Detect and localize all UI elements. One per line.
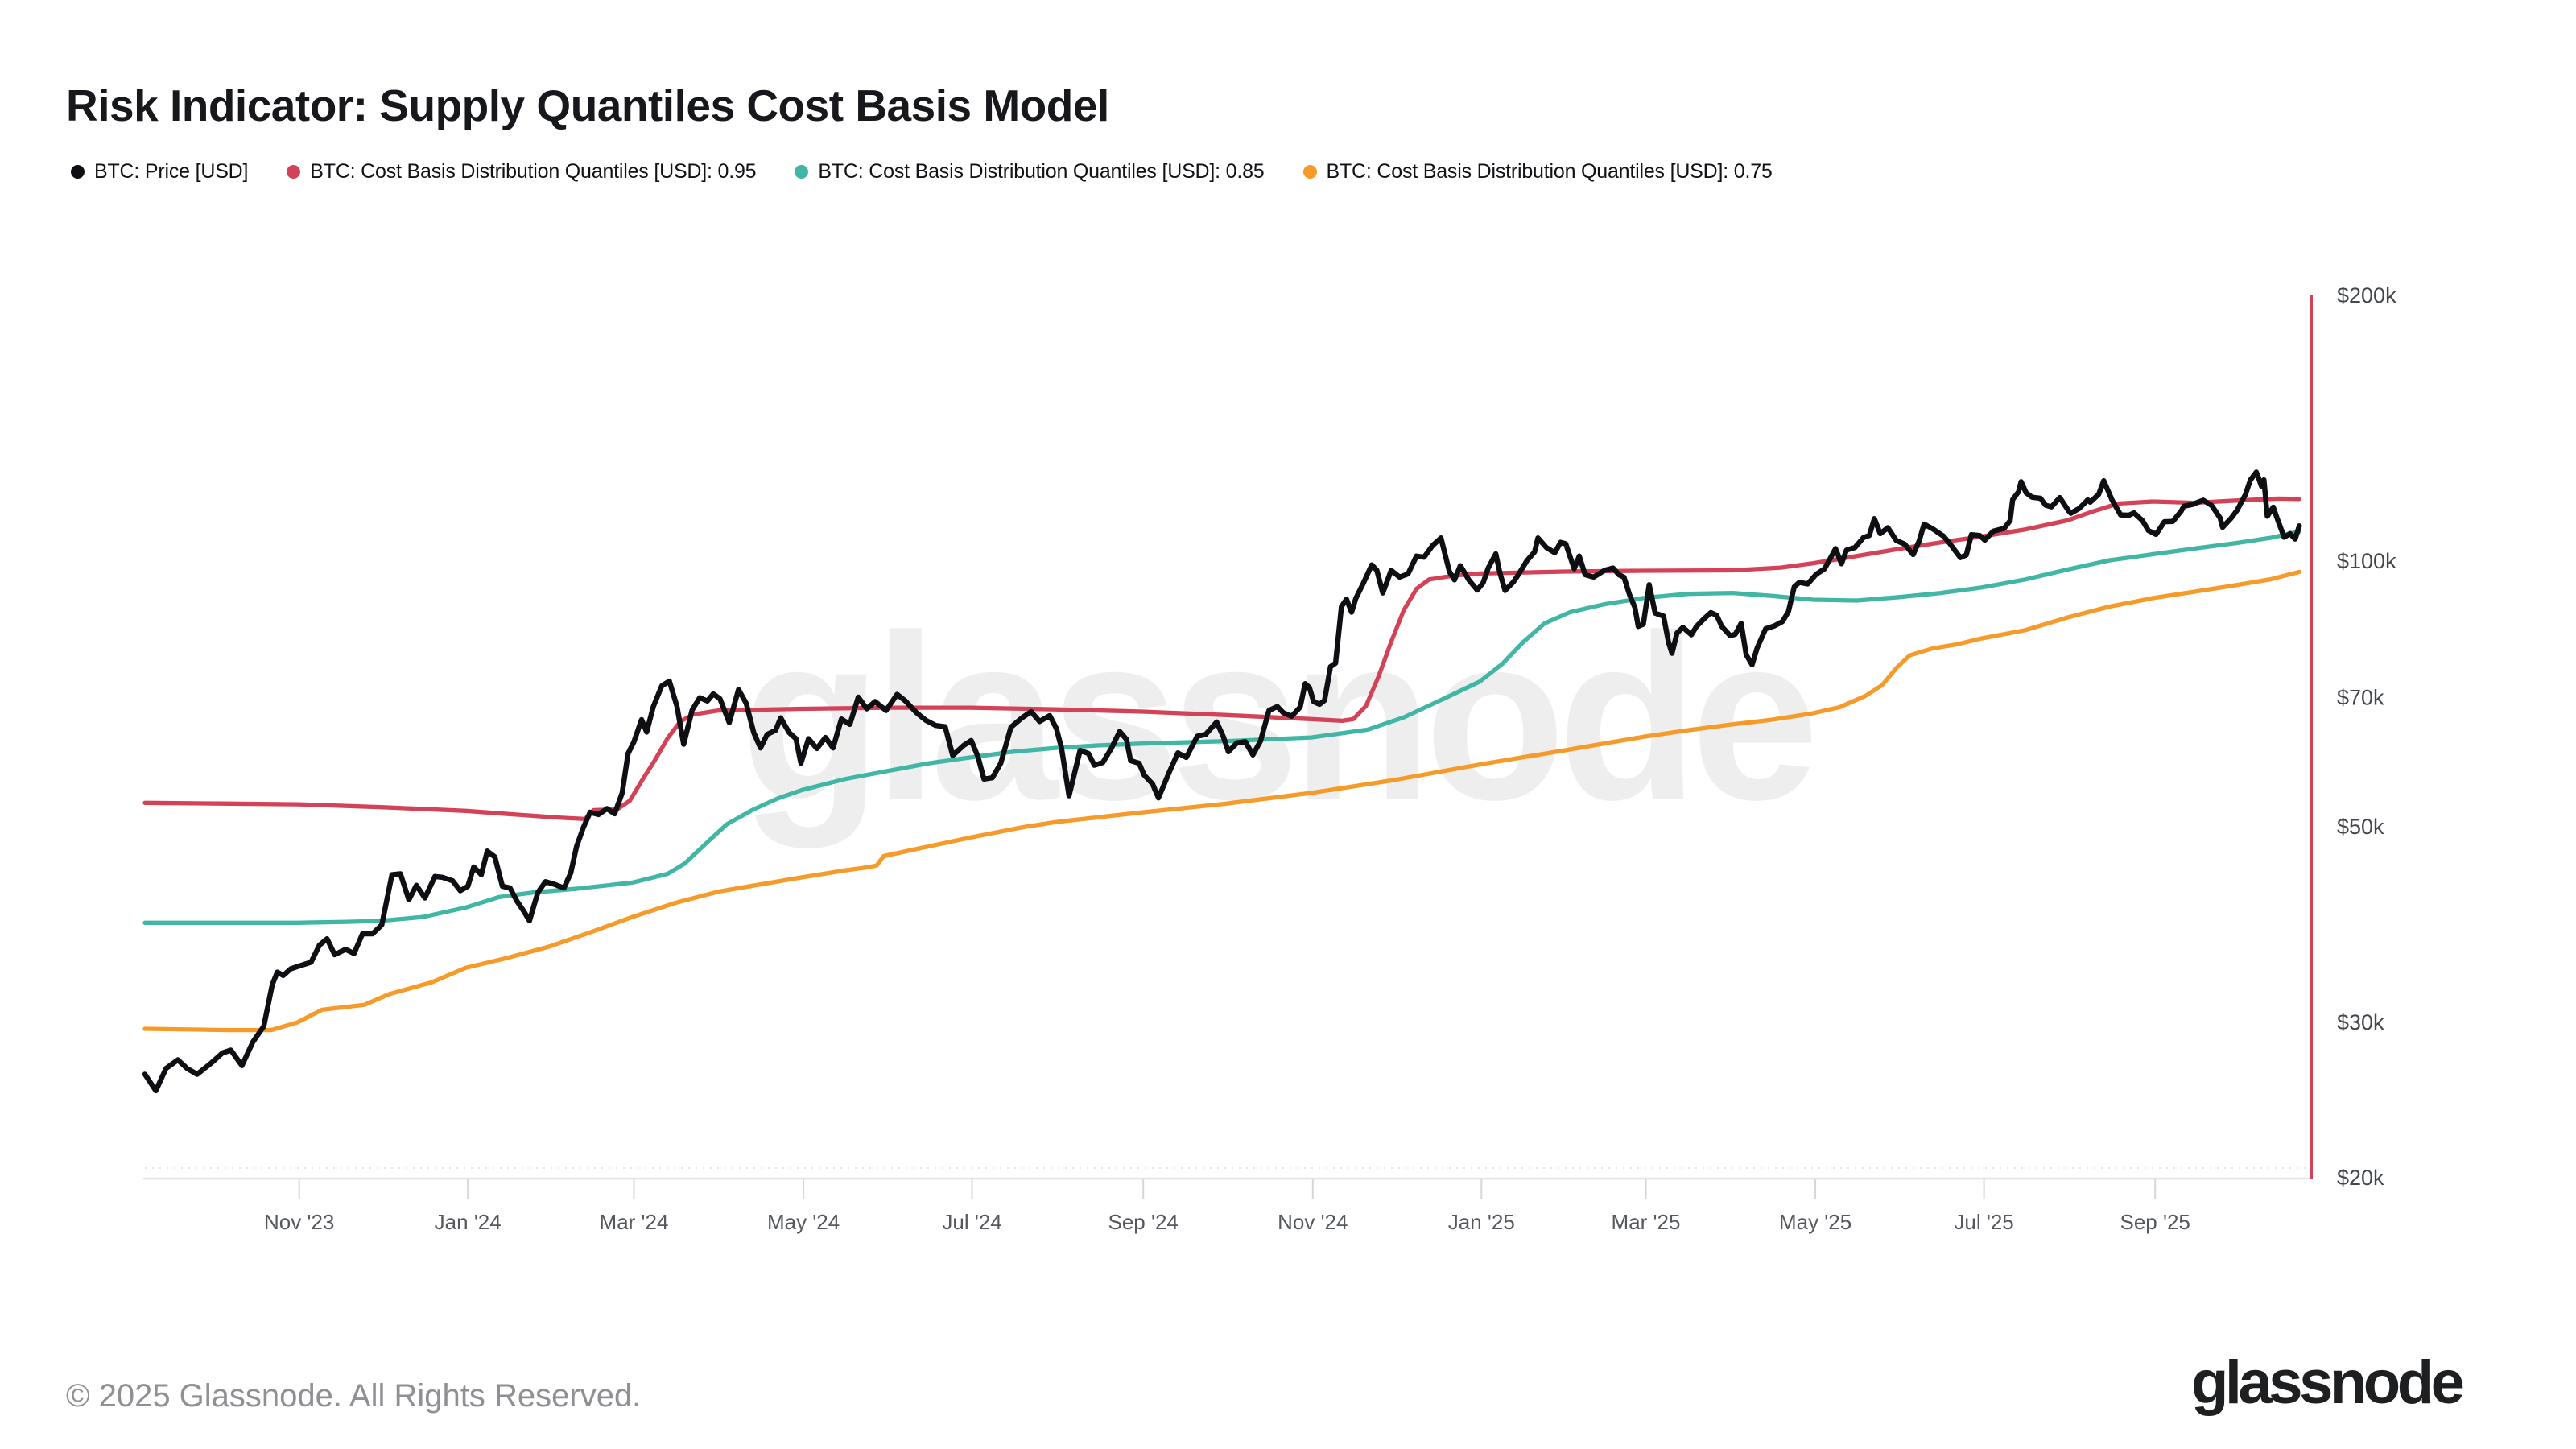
legend-marker-dot (71, 165, 85, 179)
page-title: Risk Indicator: Supply Quantiles Cost Ba… (66, 80, 1109, 130)
x-axis-ticks: Nov '23 Jan '24 Mar '24 May '24 Jul '24 Sep '… (264, 1179, 2190, 1234)
x-tick-label: Sep '24 (1108, 1210, 1179, 1234)
legend-item[interactable]: BTC: Cost Basis Distribution Quantiles [… (287, 160, 757, 184)
series-line-3 (142, 469, 2302, 1094)
y-tick-label: $30k (2337, 1010, 2384, 1034)
x-tick-label: Jan '25 (1448, 1210, 1515, 1234)
y-axis-labels: $200k $100k $70k $50k $30k $20k (2337, 283, 2396, 1190)
x-tick-label: May '25 (1779, 1210, 1852, 1234)
x-tick-label: Mar '24 (600, 1210, 669, 1234)
x-tick-label: Nov '23 (264, 1210, 334, 1234)
legend-item[interactable]: BTC: Cost Basis Distribution Quantiles [… (1302, 160, 1773, 184)
series-line-1 (142, 529, 2301, 925)
legend-label: BTC: Cost Basis Distribution Quantiles [… (818, 160, 1265, 183)
legend-label: BTC: Price [USD] (94, 160, 249, 183)
legend-marker-dot (287, 165, 301, 179)
legend-label: BTC: Cost Basis Distribution Quantiles [… (1326, 160, 1773, 183)
y-tick-label: $70k (2337, 686, 2384, 710)
legend-item[interactable]: BTC: Price [USD] (71, 160, 248, 184)
legend: BTC: Price [USD] BTC: Cost Basis Distribu… (71, 160, 1773, 184)
x-tick-label: Nov '24 (1278, 1210, 1348, 1234)
legend-marker-dot (1302, 165, 1317, 179)
x-tick-label: May '24 (767, 1210, 840, 1234)
glassnode-logo[interactable]: glassnode (2191, 1348, 2465, 1417)
x-tick-label: Jan '24 (435, 1210, 502, 1234)
x-tick-label: Jul '24 (942, 1210, 1001, 1234)
y-tick-label: $20k (2337, 1166, 2384, 1190)
legend-marker-dot (795, 165, 809, 179)
x-tick-label: Mar '25 (1612, 1210, 1681, 1234)
series-lines (142, 469, 2302, 1094)
y-tick-label: $200k (2337, 283, 2396, 308)
series-line-0 (142, 569, 2301, 1033)
y-tick-label: $100k (2337, 549, 2396, 573)
x-tick-label: Sep '25 (2120, 1210, 2190, 1234)
x-tick-label: Jul '25 (1954, 1210, 2013, 1234)
legend-label: BTC: Cost Basis Distribution Quantiles [… (310, 160, 757, 183)
copyright-text: © 2025 Glassnode. All Rights Reserved. (66, 1378, 642, 1414)
y-tick-label: $50k (2337, 815, 2384, 839)
legend-item[interactable]: BTC: Cost Basis Distribution Quantiles [… (795, 160, 1265, 184)
